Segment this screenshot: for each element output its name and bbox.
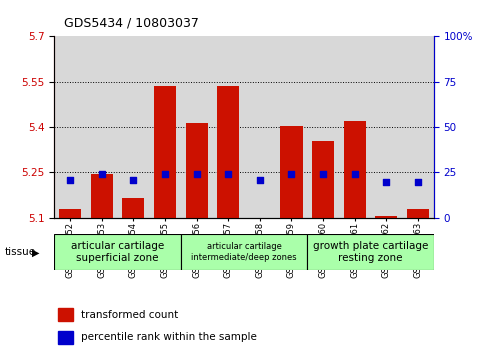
Bar — [371, 36, 402, 218]
Point — [224, 171, 232, 177]
Bar — [281, 126, 303, 218]
Bar — [339, 36, 371, 218]
Bar — [181, 234, 307, 270]
Bar — [54, 234, 181, 270]
Bar — [91, 174, 113, 218]
Bar — [212, 36, 244, 218]
Bar — [154, 86, 176, 218]
Point — [414, 179, 422, 184]
Text: tissue: tissue — [5, 247, 36, 257]
Bar — [181, 36, 212, 218]
Bar — [149, 36, 181, 218]
Bar — [307, 234, 434, 270]
Point — [66, 177, 74, 183]
Point — [256, 177, 264, 183]
Point — [319, 171, 327, 177]
Point — [161, 171, 169, 177]
Bar — [244, 36, 276, 218]
Text: ▶: ▶ — [32, 247, 39, 257]
Bar — [117, 36, 149, 218]
Bar — [375, 216, 397, 218]
Bar — [307, 36, 339, 218]
Point — [287, 171, 295, 177]
Bar — [58, 308, 73, 321]
Point — [129, 177, 137, 183]
Point — [351, 171, 359, 177]
Bar — [276, 36, 307, 218]
Bar — [54, 36, 86, 218]
Bar — [122, 198, 144, 218]
Bar — [185, 122, 208, 218]
Bar — [59, 209, 81, 218]
Text: transformed count: transformed count — [81, 310, 178, 319]
Bar — [344, 121, 366, 218]
Bar — [58, 331, 73, 344]
Text: growth plate cartilage
resting zone: growth plate cartilage resting zone — [313, 241, 428, 264]
Bar — [407, 209, 429, 218]
Bar — [402, 36, 434, 218]
Point — [383, 179, 390, 184]
Text: articular cartilage
superficial zone: articular cartilage superficial zone — [71, 241, 164, 264]
Point — [193, 171, 201, 177]
Bar — [86, 36, 117, 218]
Point — [98, 171, 106, 177]
Bar — [217, 86, 239, 218]
Text: articular cartilage
intermediate/deep zones: articular cartilage intermediate/deep zo… — [191, 242, 297, 262]
Text: percentile rank within the sample: percentile rank within the sample — [81, 332, 257, 342]
Text: GDS5434 / 10803037: GDS5434 / 10803037 — [64, 16, 199, 29]
Bar — [312, 140, 334, 218]
